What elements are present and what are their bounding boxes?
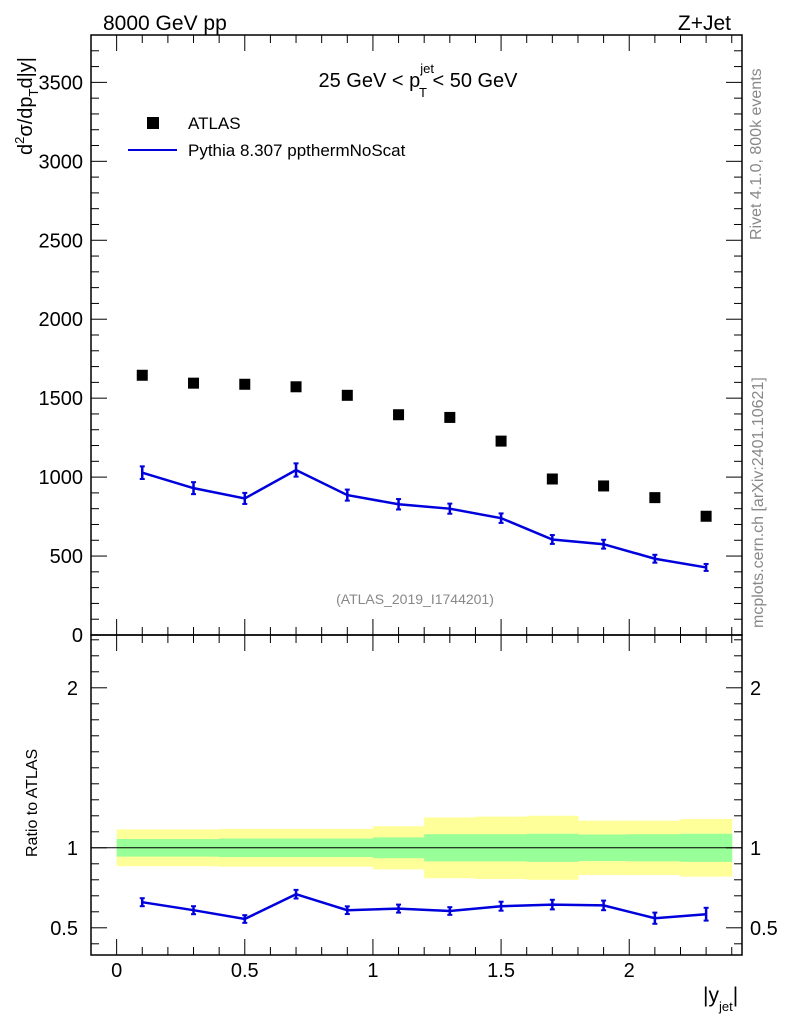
x-axis-label: |yjet| — [703, 984, 738, 1014]
y-tick-label: 1000 — [39, 467, 84, 489]
atlas-point — [444, 411, 456, 423]
ratio-mc-series — [139, 888, 709, 925]
ylabel-d: d — [15, 144, 37, 155]
atlas-point — [136, 369, 148, 381]
xlabel-main: |y — [703, 984, 719, 1007]
xlabel-close: | — [733, 984, 738, 1007]
legend-data-marker — [147, 117, 159, 129]
analysis-watermark: (ATLAS_2019_I1744201) — [336, 591, 494, 607]
ratio-axis-ticks — [90, 635, 742, 955]
main-y-tick-labels: 0 500 1000 1500 2000 2500 3000 3500 — [39, 72, 84, 647]
mcplots-label: mcplots.cern.ch [arXiv:2401.10621] — [750, 377, 767, 628]
x-tick-label: 1 — [367, 960, 378, 982]
title-prefix: 25 GeV < p — [318, 70, 420, 92]
ratio-plot: 0.5 0.5 1 1 2 2 0 0.5 1 1.5 2 Ratio to ATLAS |yje… — [24, 634, 778, 1014]
ratio-mc-line — [142, 892, 707, 921]
x-tick-label: 0.5 — [231, 960, 259, 982]
ylabel-sigma: σ/dp — [15, 96, 37, 136]
title-suffix: < 50 GeV — [427, 70, 518, 92]
main-axis-ticks — [90, 34, 742, 636]
atlas-point — [649, 492, 661, 504]
atlas-point — [700, 510, 712, 522]
xlabel-sub: jet — [718, 999, 733, 1014]
chart-title: 25 GeV < pjet T < 50 GeV — [318, 61, 518, 100]
y-tick-label: 500 — [50, 546, 83, 568]
title-sup: jet — [419, 61, 434, 76]
ylabel-rest: d|y| — [15, 57, 37, 89]
atlas-point — [393, 409, 405, 421]
y-tick-label: 3500 — [39, 72, 84, 94]
x-tick-label: 2 — [624, 960, 635, 982]
legend-mc-label: Pythia 8.307 ppthermNoScat — [188, 141, 406, 160]
x-tick-label: 1.5 — [487, 960, 515, 982]
ratio-y-tick-label-right: 1 — [750, 838, 761, 860]
ratio-y-tick-label-right: 0.5 — [750, 918, 778, 940]
atlas-series — [136, 369, 712, 522]
y-tick-label: 3000 — [39, 151, 84, 173]
beam-label: 8000 GeV pp — [103, 12, 227, 35]
ratio-y-tick-label: 2 — [67, 678, 78, 700]
ratio-y-tick-label: 1 — [67, 838, 78, 860]
main-y-axis-label: d2σ/dpTd|y| — [12, 57, 41, 155]
atlas-point — [598, 480, 610, 492]
atlas-point — [546, 473, 558, 485]
x-tick-labels: 0 0.5 1 1.5 2 — [111, 960, 635, 982]
mc-series — [139, 462, 709, 572]
ylabel-t: T — [26, 88, 41, 96]
legend: ATLAS Pythia 8.307 ppthermNoScat — [128, 114, 406, 160]
process-label: Z+Jet — [678, 12, 731, 35]
ratio-y-axis-label: Ratio to ATLAS — [24, 749, 41, 857]
atlas-point — [495, 435, 507, 447]
rivet-label: Rivet 4.1.0, 800k events — [748, 68, 765, 240]
ratio-y-tick-label-right: 2 — [750, 678, 761, 700]
ylabel-two: 2 — [12, 137, 27, 144]
atlas-point — [188, 377, 200, 389]
ratio-y-tick-labels: 0.5 0.5 1 1 2 2 — [50, 678, 778, 940]
atlas-point — [341, 389, 353, 401]
main-plot: 0 500 1000 1500 2000 2500 3000 3500 25 GeV < pj… — [12, 34, 743, 647]
legend-data-label: ATLAS — [188, 114, 241, 133]
y-tick-label: 2000 — [39, 309, 84, 331]
ratio-y-tick-label: 0.5 — [50, 918, 78, 940]
y-tick-label: 0 — [72, 625, 83, 647]
atlas-point — [290, 381, 302, 393]
title-sub: T — [419, 85, 427, 100]
ratio-frame — [90, 634, 743, 956]
y-tick-label: 1500 — [39, 388, 84, 410]
y-tick-label: 2500 — [39, 230, 84, 252]
x-tick-label: 0 — [111, 960, 122, 982]
atlas-point — [239, 378, 251, 390]
mc-line — [141, 468, 707, 569]
